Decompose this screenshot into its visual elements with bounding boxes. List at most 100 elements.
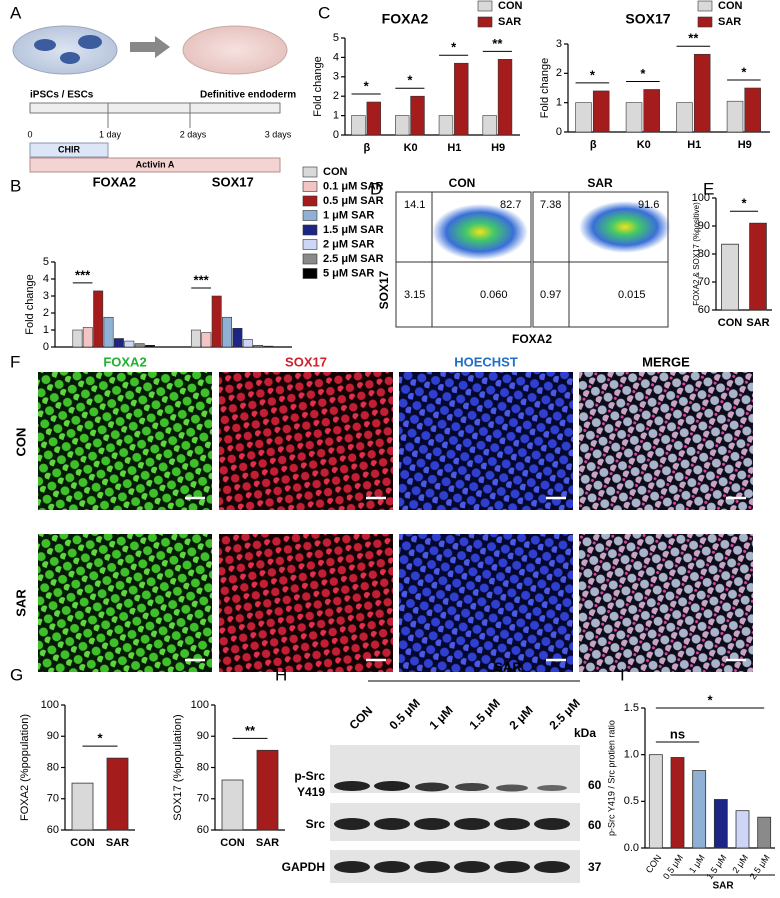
row-label: CON xyxy=(13,428,28,457)
x-tick-label: 2.5 μM xyxy=(748,853,772,881)
time: 2 days xyxy=(180,129,207,139)
y-tick-label: 3 xyxy=(43,290,49,302)
group-label: SAR xyxy=(712,881,734,892)
protein-label: Y419 xyxy=(297,785,325,799)
legend-label: 1 μM SAR xyxy=(323,209,374,221)
legend-swatch xyxy=(302,210,318,221)
x-tick-label: H1 xyxy=(447,142,461,154)
panel-label: I xyxy=(620,665,625,684)
x-tick-label: 1 μM xyxy=(687,853,707,875)
time: 1 day xyxy=(99,129,122,139)
bar xyxy=(482,115,497,136)
bar xyxy=(625,102,643,133)
legend-swatch xyxy=(697,16,713,28)
y-axis-label: Fold change xyxy=(539,58,551,119)
significance: * xyxy=(590,67,596,82)
time: 3 days xyxy=(265,129,292,139)
significance: * xyxy=(707,692,713,707)
y-axis-label: Fold change xyxy=(312,56,324,117)
x-tick-label: 1.5 μM xyxy=(704,853,728,881)
bar xyxy=(93,290,104,348)
y-tick-label: 2 xyxy=(556,67,562,79)
legend-swatch xyxy=(477,16,493,28)
panel-label: A xyxy=(10,3,22,22)
y-tick-label: 70 xyxy=(197,793,209,805)
bar xyxy=(670,757,685,849)
x-tick-label: K0 xyxy=(404,142,418,154)
quadrant-value: 3.15 xyxy=(404,289,425,301)
legend-label: 2 μM SAR xyxy=(323,238,374,250)
y-tick-label: 70 xyxy=(698,276,710,288)
micrograph xyxy=(579,534,753,672)
group-label: FOXA2 xyxy=(93,174,136,189)
bar xyxy=(71,782,94,831)
bar xyxy=(395,115,410,136)
legend-label: 1.5 μM SAR xyxy=(323,224,384,236)
bar xyxy=(190,329,201,348)
significance: * xyxy=(451,40,457,55)
x-tick-label: H9 xyxy=(491,142,505,154)
panel-label: C xyxy=(318,3,330,22)
bar xyxy=(211,295,222,348)
y-tick-label: 1 xyxy=(556,97,562,109)
y-tick-label: 90 xyxy=(197,730,209,742)
y-tick-label: 1.5 xyxy=(624,702,639,714)
y-tick-label: 100 xyxy=(692,192,710,204)
channel-label: MERGE xyxy=(642,354,690,369)
micrograph xyxy=(399,372,573,510)
y-tick-label: 2 xyxy=(333,90,339,102)
axis-label: SOX17 xyxy=(377,270,391,309)
significance: * xyxy=(741,196,747,211)
x-tick-label: CON xyxy=(718,317,743,329)
x-tick-label: β xyxy=(364,142,371,154)
bar xyxy=(575,102,592,133)
x-tick-label: CON xyxy=(220,837,245,849)
x-tick-label: H9 xyxy=(738,139,752,151)
quadrant-value: 91.6 xyxy=(638,199,659,211)
protocol: iPSCs / ESCs Definitive endoderm 0 1 day… xyxy=(12,25,296,173)
y-tick-label: 3 xyxy=(556,38,562,50)
significance: ** xyxy=(492,36,503,51)
label: Activin A xyxy=(136,159,175,169)
legend-swatch xyxy=(302,181,318,192)
x-tick-label: H1 xyxy=(687,139,701,151)
significance: * xyxy=(407,73,413,88)
bar xyxy=(438,115,454,136)
unit: kDa xyxy=(574,726,596,740)
significance: * xyxy=(640,66,646,81)
chart-title: FOXA2 xyxy=(382,11,429,27)
bands xyxy=(334,781,570,873)
bar xyxy=(757,816,772,849)
y-axis-label: Fold change xyxy=(24,274,36,335)
legend-swatch xyxy=(302,195,318,207)
legend-label: SAR xyxy=(498,16,521,28)
colony xyxy=(60,52,80,64)
y-tick-label: 0 xyxy=(333,129,339,141)
x-tick-label: SAR xyxy=(106,837,129,849)
treatment xyxy=(29,157,281,173)
bar xyxy=(592,90,610,133)
flow-cytometry: SOX17 FOXA2 CON 14.1 82.7 3.15 0.060 SAR… xyxy=(377,176,671,346)
quadrant-value: 82.7 xyxy=(500,199,521,211)
y-tick-label: 0 xyxy=(556,126,562,138)
x-tick-label: 2 μM xyxy=(730,853,750,875)
legend-label: 0.1 μM SAR xyxy=(323,180,384,192)
bar xyxy=(749,222,767,311)
lane-label: CON xyxy=(346,704,375,733)
significance: ** xyxy=(688,31,699,46)
bar xyxy=(263,345,274,348)
y-tick-label: 2 xyxy=(43,307,49,319)
y-tick-label: 100 xyxy=(41,699,59,711)
bar xyxy=(692,770,707,849)
panel-label: D xyxy=(370,179,382,198)
y-tick-label: 0.5 xyxy=(624,795,639,807)
quadrant-value: 14.1 xyxy=(404,199,425,211)
y-tick-label: 60 xyxy=(197,824,209,836)
panel-label: G xyxy=(10,665,23,684)
significance: ** xyxy=(245,723,256,738)
legend-label: 2.5 μM SAR xyxy=(323,253,384,265)
plot-title: SAR xyxy=(587,176,613,190)
x-tick-label: CON xyxy=(644,853,664,875)
time: 0 xyxy=(27,129,32,139)
